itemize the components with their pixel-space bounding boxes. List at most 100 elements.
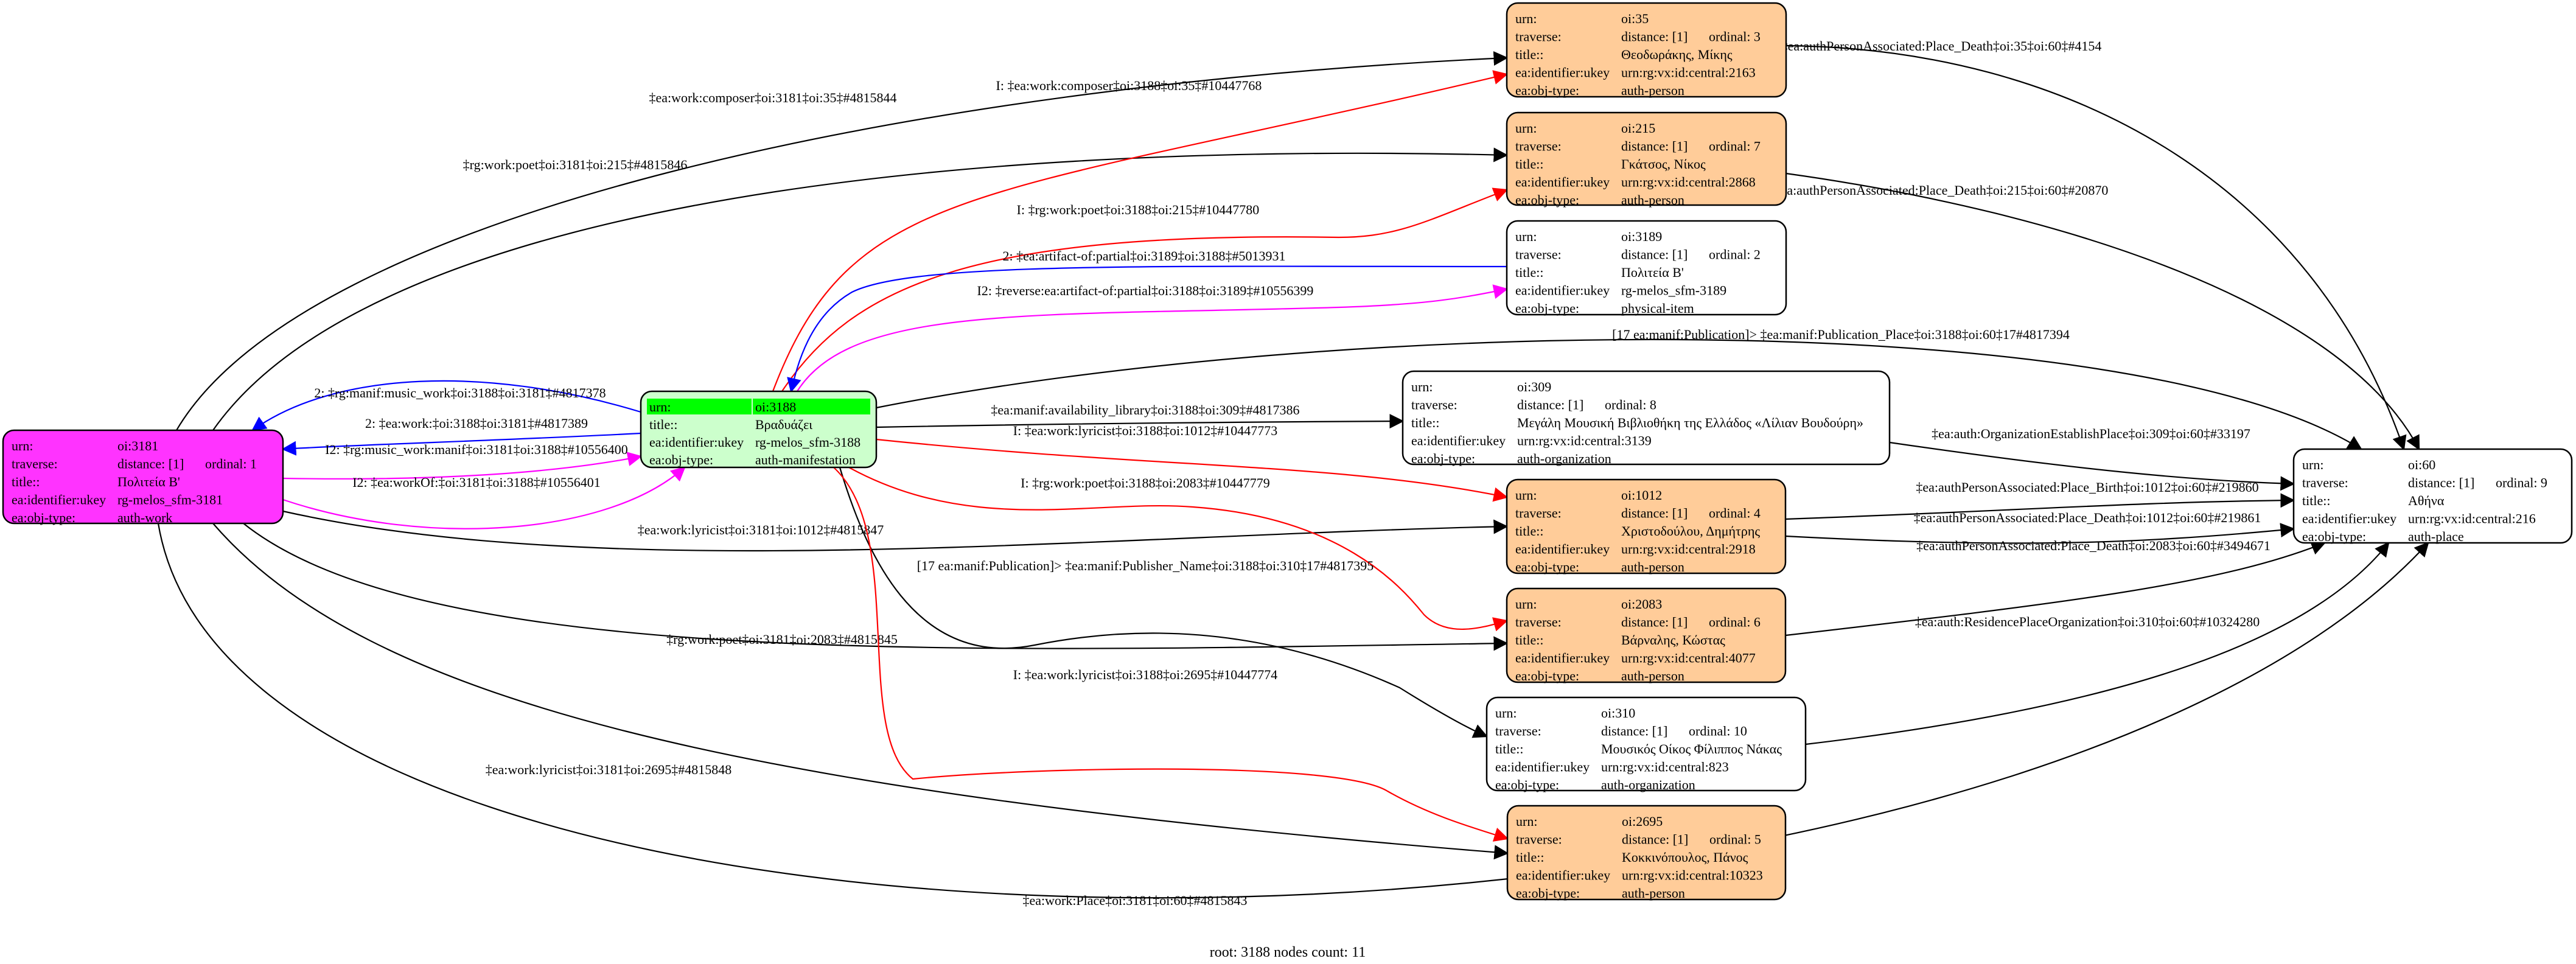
row-value-ukey: rg-melos_sfm-3189: [1621, 283, 1726, 298]
row-value-obj_type: auth-work: [117, 510, 172, 525]
row-label-title: title::: [1515, 523, 1543, 539]
row-value-title: Χριστοδούλου, Δημήτρης: [1621, 523, 1760, 539]
row-label-obj_type: ea:obj-type:: [1515, 559, 1579, 575]
node-3189[interactable]: urn: oi:3189 traverse: distance: [1] ordinal…: [1506, 220, 1787, 316]
node-35[interactable]: urn: oi:35 traverse: distance: [1] ordinal: …: [1506, 2, 1787, 98]
node-box: [1506, 2, 1787, 98]
edge-3188-to-309: ‡ea:manif:availability_library‡oi:3188‡o…: [876, 402, 1405, 429]
row-label-urn: urn:: [1515, 229, 1537, 244]
edge-3188-to-35: I: ‡ea:work:composer‡oi:3188‡oi:35‡#1044…: [772, 70, 1509, 392]
edge-label: ‡rg:work:poet‡oi:3181‡oi:215‡#4815846: [463, 157, 688, 172]
node-310[interactable]: urn: oi:310 traverse: distance: [1] ordinal:…: [1485, 696, 1807, 792]
edge-line: [797, 284, 1509, 392]
node-box: [2, 429, 284, 525]
row-value-title: Αθήνα: [2408, 493, 2445, 508]
row-label-obj_type: ea:obj-type:: [1495, 777, 1559, 792]
row-value-obj_type: auth-manifestation: [755, 452, 856, 467]
row-value-ukey: rg-melos_sfm-3181: [117, 492, 223, 508]
edge-line: [876, 414, 1405, 429]
row-label-ukey: ea:identifier:ukey: [1411, 433, 1506, 449]
row-label-traverse: traverse:: [1515, 29, 1562, 44]
ordinal-value: ordinal: 10: [1689, 724, 1747, 739]
edge-3181-to-60: ‡ea:work:Place‡oi:3181‡oi:60‡#4815843: [157, 523, 2429, 908]
row-label-traverse: traverse:: [1411, 397, 1457, 413]
edge-line: [1889, 441, 2295, 491]
row-label-title: title::: [1515, 632, 1543, 648]
row-value-title: Θεοδωράκης, Μίκης: [1621, 47, 1733, 62]
node-215[interactable]: urn: oi:215 traverse: distance: [1] ordinal:…: [1506, 111, 1787, 208]
row-value-title: Μεγάλη Μουσική Βιβλιοθήκη της Ελλάδος «Λ…: [1517, 415, 1863, 430]
node-309[interactable]: urn: oi:309 traverse: distance: [1] ordinal:…: [1401, 370, 1891, 466]
row-label-urn: urn:: [2302, 457, 2323, 472]
edge-label: ‡ea:work:lyricist‡oi:3181‡oi:1012‡#48158…: [638, 522, 884, 537]
edge-line: [176, 51, 1509, 431]
edge-309-to-60: ‡ea:auth:OrganizationEstablishPlace‡oi:3…: [1889, 426, 2295, 491]
row-value-ukey: urn:rg:vx:id:central:823: [1601, 760, 1729, 775]
row-value-ukey: urn:rg:vx:id:central:3139: [1517, 433, 1652, 449]
edge-line: [848, 467, 1509, 632]
row-label-ukey: ea:identifier:ukey: [12, 492, 106, 508]
ordinal-value: ordinal: 9: [2496, 475, 2547, 491]
edge-line: [281, 432, 641, 456]
ordinal-value: ordinal: 2: [1709, 247, 1761, 262]
edge-label: I2: ‡rg:music_work:manif‡oi:3181‡oi:3188…: [325, 442, 628, 457]
row-value-ukey: rg-melos_sfm-3188: [755, 435, 860, 450]
edge-label: I2: ‡reverse:ea:artifact-of:partial‡oi:3…: [977, 283, 1314, 298]
edge-label: ‡ea:manif:availability_library‡oi:3188‡o…: [991, 402, 1299, 417]
node-3181[interactable]: urn: oi:3181 traverse: distance: [1] ordinal…: [2, 429, 284, 525]
row-label-urn: urn:: [1411, 379, 1433, 394]
row-value-ukey: urn:rg:vx:id:central:2163: [1621, 65, 1756, 80]
node-box: [2292, 448, 2573, 544]
node-60[interactable]: urn: oi:60 traverse: distance: [1] ordinal: …: [2292, 448, 2573, 544]
row-label-title: title::: [649, 417, 677, 432]
row-value-title: Βραδυάζει: [755, 417, 812, 432]
edge-label: I: ‡ea:work:lyricist‡oi:3188‡oi:2695‡#10…: [1013, 667, 1277, 682]
row-value-urn: oi:35: [1621, 11, 1649, 26]
edge-3188-to-60: [17 ea:manif:Publication]> ‡ea:manif:Pub…: [876, 327, 2363, 450]
row-value-obj_type: auth-organization: [1601, 777, 1695, 792]
row-value-urn: oi:2083: [1621, 596, 1662, 612]
row-label-obj_type: ea:obj-type:: [1515, 301, 1579, 316]
row-label-urn: urn:: [1516, 814, 1537, 829]
edge-310-to-60: ‡ea:auth:ResidencePlaceOrganization‡oi:3…: [1805, 542, 2390, 746]
distance-value: distance: [1]: [1517, 397, 1583, 413]
row-label-traverse: traverse:: [1515, 247, 1562, 262]
row-value-urn: oi:309: [1517, 379, 1551, 394]
edge-line: [781, 187, 1509, 392]
edge-2083-to-60: ‡ea:authPersonAssociated:Place_Death‡oi:…: [1785, 538, 2326, 637]
edge-line: [876, 338, 2363, 450]
edge-line: [787, 265, 1507, 393]
row-label-urn: urn:: [12, 438, 33, 453]
row-label-obj_type: ea:obj-type:: [649, 452, 713, 467]
distance-value: distance: [1]: [2408, 475, 2474, 491]
node-2695[interactable]: urn: oi:2695 traverse: distance: [1] ordinal…: [1506, 805, 1787, 901]
node-box: [1506, 805, 1787, 901]
edge-label: ‡ea:work:lyricist‡oi:3181‡oi:2695‡#48158…: [486, 762, 732, 777]
row-label-ukey: ea:identifier:ukey: [1515, 175, 1610, 190]
row-label-title: title::: [12, 474, 40, 489]
row-value-urn: oi:215: [1621, 120, 1655, 136]
edge-label: 2: ‡ea:work:‡oi:3188‡oi:3181‡#4817389: [365, 416, 588, 431]
edge-3181-to-215: ‡rg:work:poet‡oi:3181‡oi:215‡#4815846: [212, 147, 1509, 431]
row-label-traverse: traverse:: [1515, 506, 1562, 521]
row-value-title: Γκάτσος, Νίκος: [1621, 156, 1706, 172]
row-value-title: Πολιτεία Β': [1621, 265, 1684, 280]
edge-label: ‡ea:authPersonAssociated:Place_Death‡oi:…: [1775, 183, 2109, 198]
distance-value: distance: [1]: [1621, 139, 1688, 154]
row-value-ukey: urn:rg:vx:id:central:2918: [1621, 542, 1756, 557]
row-value-obj_type: auth-place: [2408, 529, 2464, 544]
node-1012[interactable]: urn: oi:1012 traverse: distance: [1] ordinal…: [1506, 478, 1787, 575]
distance-value: distance: [1]: [1601, 724, 1667, 739]
row-label-obj_type: ea:obj-type:: [1516, 885, 1580, 901]
edge-label: I: ‡rg:work:poet‡oi:3188‡oi:215‡#1044778…: [1017, 202, 1260, 217]
row-value-title: Κοκκινόπουλος, Πάνος: [1622, 850, 1748, 865]
row-value-title: Βάρναλης, Κώστας: [1621, 632, 1725, 648]
row-value-ukey: urn:rg:vx:id:central:4077: [1621, 651, 1756, 666]
node-2083[interactable]: urn: oi:2083 traverse: distance: [1] ordinal…: [1506, 587, 1787, 683]
ordinal-value: ordinal: 3: [1709, 29, 1761, 44]
row-label-ukey: ea:identifier:ukey: [1495, 760, 1590, 775]
edge-label: ‡ea:work:Place‡oi:3181‡oi:60‡#4815843: [1022, 893, 1247, 908]
edge-label: ‡ea:work:composer‡oi:3181‡oi:35‡#4815844: [649, 90, 897, 105]
edge-label: ‡ea:auth:OrganizationEstablishPlace‡oi:3…: [1932, 426, 2250, 441]
